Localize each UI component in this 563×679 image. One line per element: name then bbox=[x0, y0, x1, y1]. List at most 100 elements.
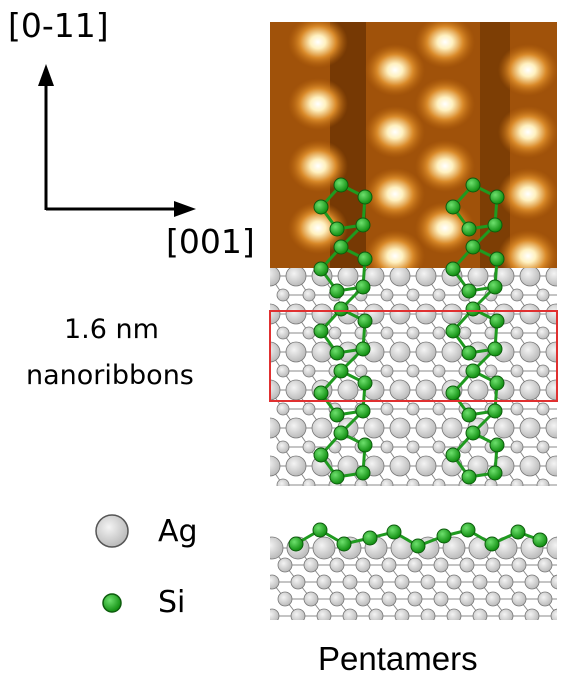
ag-bond bbox=[490, 484, 493, 486]
ag-atom bbox=[467, 379, 489, 401]
ag-atom bbox=[394, 574, 410, 590]
ag-atom bbox=[302, 478, 316, 486]
ag-atom bbox=[270, 341, 281, 363]
si-atom bbox=[329, 221, 345, 237]
ag-atom bbox=[406, 364, 420, 378]
si-atom bbox=[288, 536, 304, 552]
ag-atom bbox=[468, 494, 488, 514]
ag-atom bbox=[270, 608, 280, 620]
ag-atom bbox=[260, 494, 280, 514]
ag-atom bbox=[458, 326, 472, 340]
ag-atom bbox=[406, 288, 420, 302]
ag-bond bbox=[426, 504, 439, 523]
si-atom bbox=[313, 323, 329, 339]
si-atom bbox=[355, 403, 371, 419]
legend-si-label: Si bbox=[158, 585, 186, 620]
legend-ag-marker bbox=[95, 514, 129, 548]
ag-atom bbox=[389, 341, 411, 363]
ag-bond bbox=[558, 548, 563, 565]
ag-atom bbox=[285, 379, 307, 401]
si-atom bbox=[487, 465, 503, 481]
ag-atom bbox=[276, 326, 290, 340]
ag-bond bbox=[555, 465, 557, 469]
ag-atom bbox=[485, 591, 501, 607]
si-atom bbox=[313, 447, 329, 463]
ag-atom bbox=[342, 574, 358, 590]
ag-atom bbox=[302, 440, 316, 454]
ag-atom bbox=[389, 455, 411, 477]
ag-atom bbox=[338, 494, 358, 514]
si-atom bbox=[445, 323, 461, 339]
ag-atom bbox=[545, 341, 557, 363]
ag-atom bbox=[285, 417, 307, 439]
ag-bond bbox=[478, 504, 491, 523]
ag-atom bbox=[337, 379, 359, 401]
ag-atom bbox=[432, 402, 446, 416]
si-atom bbox=[362, 530, 378, 546]
ag-atom bbox=[510, 402, 524, 416]
si-atom bbox=[484, 536, 500, 552]
ag-atom bbox=[519, 303, 541, 325]
ag-atom bbox=[537, 557, 553, 573]
ag-bond bbox=[374, 504, 387, 523]
si-atom bbox=[357, 189, 373, 205]
ag-atom bbox=[277, 557, 293, 573]
ag-atom bbox=[415, 417, 437, 439]
ag-atom bbox=[432, 326, 446, 340]
ag-bond bbox=[296, 504, 309, 523]
ag-atom bbox=[277, 591, 293, 607]
ag-bond bbox=[542, 484, 545, 486]
si-atom bbox=[489, 251, 505, 267]
ag-atom bbox=[355, 591, 371, 607]
stm-protrusion bbox=[498, 230, 557, 274]
ag-atom bbox=[498, 608, 514, 620]
ag-bond bbox=[348, 504, 361, 523]
si-atom bbox=[333, 363, 349, 379]
si-atom bbox=[445, 199, 461, 215]
ag-atom bbox=[303, 557, 319, 573]
ag-atom bbox=[381, 591, 397, 607]
ag-atom bbox=[415, 379, 437, 401]
ag-atom bbox=[511, 591, 527, 607]
si-atom bbox=[461, 345, 477, 361]
ag-atom bbox=[337, 268, 359, 287]
ag-bond bbox=[558, 616, 563, 633]
ag-atom bbox=[380, 402, 394, 416]
si-atom bbox=[445, 261, 461, 277]
si-atom bbox=[313, 261, 329, 277]
silicon-pentamer-overlay bbox=[313, 177, 505, 485]
legend-ag-label: Ag bbox=[158, 514, 198, 549]
si-atom bbox=[487, 279, 503, 295]
si-atom bbox=[445, 447, 461, 463]
ag-atom bbox=[354, 364, 368, 378]
stm-protrusion bbox=[288, 140, 348, 192]
ag-atom bbox=[329, 557, 345, 573]
si-atom bbox=[436, 528, 452, 544]
si-atom bbox=[386, 524, 402, 540]
ag-atom bbox=[441, 303, 463, 325]
ag-atom bbox=[545, 379, 557, 401]
ag-atom bbox=[536, 478, 550, 486]
si-atom bbox=[329, 283, 345, 299]
ag-atom bbox=[380, 478, 394, 486]
si-atom bbox=[532, 532, 548, 548]
stm-protrusion bbox=[415, 22, 475, 68]
horizontal-arrowhead-icon bbox=[174, 201, 196, 217]
ag-atom bbox=[511, 557, 527, 573]
ag-atom bbox=[432, 478, 446, 486]
ag-atom bbox=[302, 326, 316, 340]
si-atom bbox=[333, 239, 349, 255]
si-atom bbox=[333, 425, 349, 441]
ag-atom bbox=[316, 574, 332, 590]
si-atom bbox=[487, 403, 503, 419]
ag-atom bbox=[406, 440, 420, 454]
axis-arrows bbox=[38, 64, 196, 217]
ag-atom bbox=[510, 478, 524, 486]
ag-atom bbox=[276, 478, 290, 486]
ag-bond bbox=[555, 427, 557, 431]
ag-atom bbox=[520, 494, 540, 514]
stm-protrusion bbox=[288, 202, 348, 254]
ag-atom bbox=[550, 608, 557, 620]
